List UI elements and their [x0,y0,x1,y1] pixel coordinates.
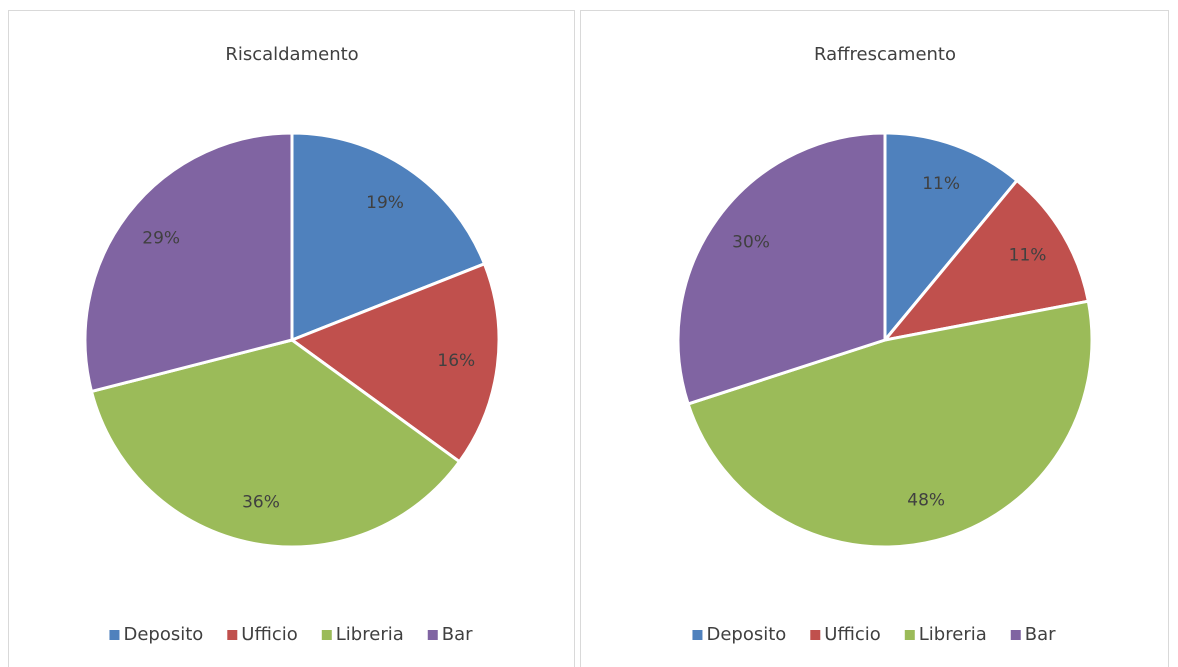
legend-swatch [904,630,915,640]
pie-slice [883,131,1020,345]
legend-label: Bar [442,624,473,645]
legend-label: Bar [1025,624,1056,645]
legend-swatch [810,630,821,640]
data-label: 16% [437,351,475,371]
legend-label: Deposito [706,624,786,645]
data-label: 11% [1009,246,1047,266]
legend-swatch [692,630,703,640]
pie-slice [83,131,294,394]
legend-swatch [427,630,438,640]
legend-label: Ufficio [824,624,881,645]
pie-slice [676,131,887,406]
legend-label: Libreria [336,624,404,645]
legend-label: Ufficio [241,624,298,645]
pie-slice [290,131,487,343]
pie-slice [89,338,462,549]
data-label: 11% [922,174,960,194]
legend-label: Deposito [123,624,203,645]
pie-slice [288,261,501,464]
data-label: 30% [732,233,770,253]
pie-slice [881,178,1091,343]
legend-swatch [321,630,332,640]
chart-title: Raffrescamento [814,44,956,65]
data-label: 36% [242,493,280,513]
legend-swatch [227,630,238,640]
legend-swatch [109,630,120,640]
pie-slice [686,299,1094,549]
legend-label: Libreria [919,624,987,645]
data-label: 19% [366,193,404,213]
data-label: 29% [142,229,180,249]
legend-swatch [1010,630,1021,640]
chart-title: Riscaldamento [225,44,358,65]
data-label: 48% [907,490,945,510]
